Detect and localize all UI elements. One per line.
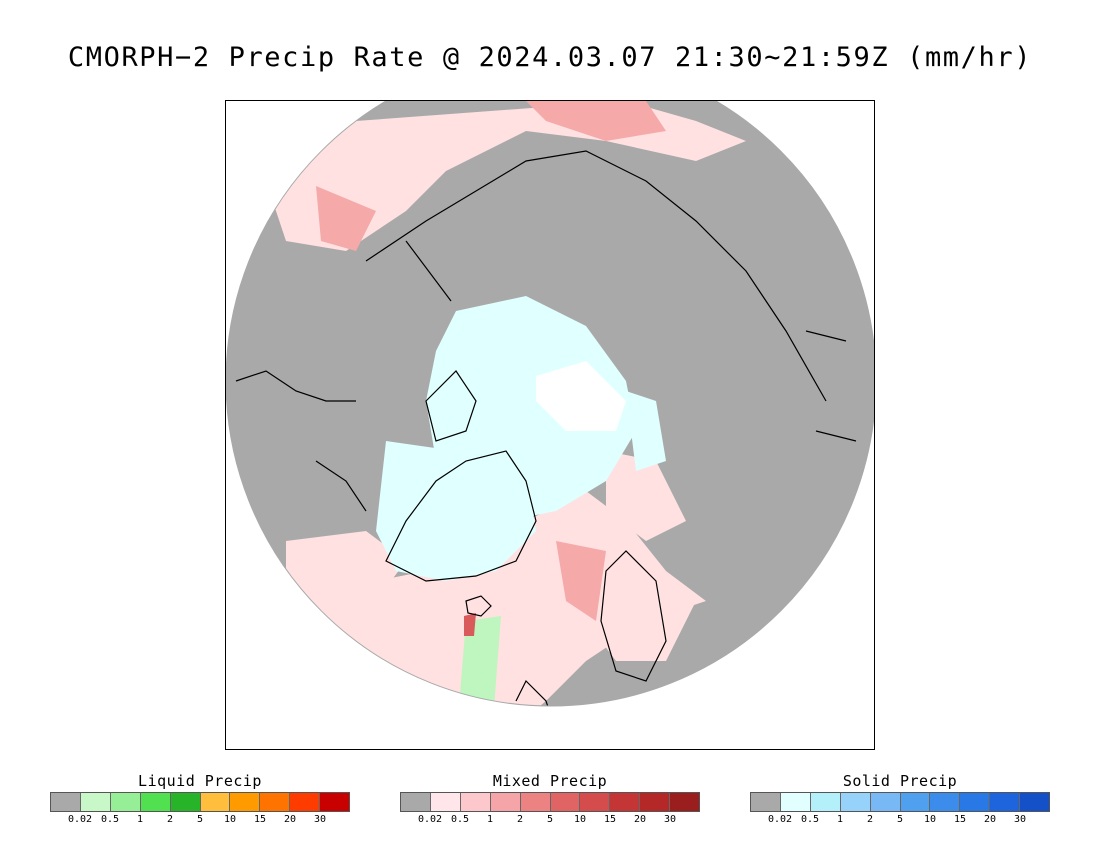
legend-swatch: [550, 793, 581, 811]
legend-tick-label: 5: [896, 814, 904, 825]
legend-tick-label: 2: [516, 814, 524, 825]
legend-swatch: [401, 793, 431, 811]
legend-swatch: [990, 793, 1021, 811]
legend-mixed-title: Mixed Precip: [492, 772, 608, 790]
legend-tick-label: 20: [283, 814, 297, 825]
legend-tick-label: 10: [923, 814, 937, 825]
legend-swatch: [490, 793, 521, 811]
legend-swatch: [320, 793, 350, 811]
polar-map-canvas: [226, 101, 874, 707]
legend-swatch: [640, 793, 671, 811]
legend-swatch: [1020, 793, 1050, 811]
legend-tick-label: 0.02: [417, 814, 443, 825]
legend-swatch: [780, 793, 811, 811]
legend-tick-label: 20: [633, 814, 647, 825]
legend-tick-label: 0.5: [100, 814, 120, 825]
legend-swatch: [260, 793, 291, 811]
legend-tick-label: 1: [136, 814, 144, 825]
legend-swatch: [751, 793, 781, 811]
legend-liquid-ticks: 0.02 0.5 1 2 5 10 15 20 30: [50, 812, 350, 826]
legend-tick-label: 0.02: [767, 814, 793, 825]
legend-tick-label: 15: [253, 814, 267, 825]
legend-tick-label: 1: [486, 814, 494, 825]
legend-solid-ticks: 0.02 0.5 1 2 5 10 15 20 30: [750, 812, 1050, 826]
legend-tick-label: 2: [166, 814, 174, 825]
legend-tick-label: 30: [1013, 814, 1027, 825]
snow-core: [536, 361, 626, 431]
legend-tick-label: 15: [953, 814, 967, 825]
solid-precip-regions: [376, 296, 666, 581]
legend-tick-label: 5: [196, 814, 204, 825]
legend-swatch: [900, 793, 931, 811]
chart-title: CMORPH−2 Precip Rate @ 2024.03.07 21:30∼…: [67, 42, 1033, 73]
legend-solid-title: Solid Precip: [842, 772, 958, 790]
legend-swatch: [170, 793, 201, 811]
legend-swatch: [520, 793, 551, 811]
legend-tick-label: 0.5: [450, 814, 470, 825]
legend-swatch: [580, 793, 611, 811]
legend-liquid-colorbar: [50, 792, 350, 812]
legend-swatch: [670, 793, 700, 811]
legend-swatch: [460, 793, 491, 811]
legend-tick-label: 0.02: [67, 814, 93, 825]
polar-map: [225, 100, 875, 750]
legend-swatch: [930, 793, 961, 811]
legend-swatch: [200, 793, 231, 811]
legend-mixed: Mixed Precip 0.02 0.5 1 2 5 10 15 20 30: [400, 772, 700, 826]
legend-swatch: [230, 793, 261, 811]
legend-liquid-title: Liquid Precip: [138, 772, 262, 790]
legend-solid-colorbar: [750, 792, 1050, 812]
legend-liquid: Liquid Precip 0.02 0.5 1 2 5 10 15 20 30: [50, 772, 350, 826]
legend-mixed-colorbar: [400, 792, 700, 812]
legend-tick-label: 0.5: [800, 814, 820, 825]
legend-tick-label: 10: [223, 814, 237, 825]
legend-swatch: [290, 793, 321, 811]
coastlines: [235, 150, 857, 706]
mixed-precip-moderate: [316, 101, 666, 621]
legend-tick-label: 15: [603, 814, 617, 825]
legend-mixed-ticks: 0.02 0.5 1 2 5 10 15 20 30: [400, 812, 700, 826]
legend-swatch: [110, 793, 141, 811]
liquid-precip-regions: [456, 613, 501, 706]
legend-tick-label: 30: [663, 814, 677, 825]
legend-tick-label: 20: [983, 814, 997, 825]
legend-swatch: [960, 793, 991, 811]
legend-swatch: [610, 793, 641, 811]
legend-swatch: [140, 793, 171, 811]
legend-tick-label: 30: [313, 814, 327, 825]
legend-tick-label: 2: [866, 814, 874, 825]
legend-tick-label: 5: [546, 814, 554, 825]
legend-swatch: [870, 793, 901, 811]
legend-swatch: [80, 793, 111, 811]
legend-solid: Solid Precip 0.02 0.5 1 2 5 10 15 20 30: [750, 772, 1050, 826]
legend-swatch: [840, 793, 871, 811]
legend-tick-label: 1: [836, 814, 844, 825]
legend-swatch: [810, 793, 841, 811]
legend-swatch: [430, 793, 461, 811]
legend-swatch: [51, 793, 81, 811]
legend-tick-label: 10: [573, 814, 587, 825]
map-boundary: [226, 101, 874, 707]
